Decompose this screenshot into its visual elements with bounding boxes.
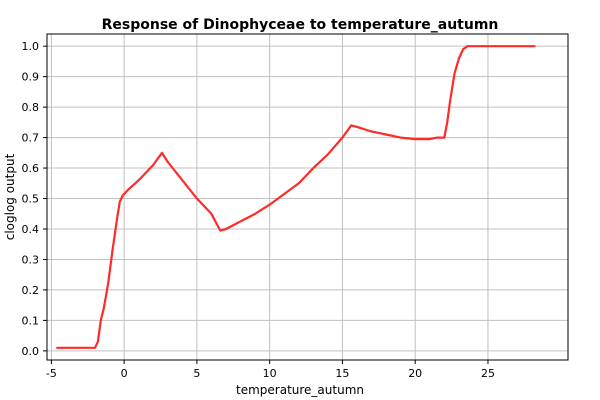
- series: [56, 45, 536, 349]
- plot-area-border: [46, 33, 569, 361]
- x-tick-label: 0: [121, 367, 128, 380]
- x-tick-label: 25: [481, 367, 495, 380]
- y-tick-label: 0.0: [22, 345, 40, 358]
- grid: [47, 34, 568, 360]
- y-tick-label: 0.1: [22, 314, 40, 327]
- y-tick-label: 0.8: [22, 101, 40, 114]
- y-tick-label: 0.9: [22, 71, 40, 84]
- x-tick-label: 10: [263, 367, 277, 380]
- x-axis-label: temperature_autumn: [236, 383, 364, 397]
- x-tick-label: 20: [408, 367, 422, 380]
- chart-title: Response of Dinophyceae to temperature_a…: [102, 17, 499, 33]
- y-tick-label: 0.2: [22, 284, 40, 297]
- x-tick-label: 5: [193, 367, 200, 380]
- y-tick-label: 0.7: [22, 132, 40, 145]
- response-curve-line: [56, 45, 536, 349]
- y-tick-label: 0.6: [22, 162, 40, 175]
- y-axis-label: cloglog output: [3, 153, 17, 240]
- y-tick-label: 0.4: [22, 223, 40, 236]
- x-tick-label: -5: [46, 367, 57, 380]
- y-tick-label: 0.3: [22, 253, 40, 266]
- x-tick-label: 15: [335, 367, 349, 380]
- axis-ticks: -5 0 5 10 15 20 25 0.0 0.1 0.2 0.3 0.4 0.5 0.6 0.7 0.8 0…: [22, 40, 495, 380]
- y-tick-label: 1.0: [22, 40, 40, 53]
- y-tick-label: 0.5: [22, 193, 40, 206]
